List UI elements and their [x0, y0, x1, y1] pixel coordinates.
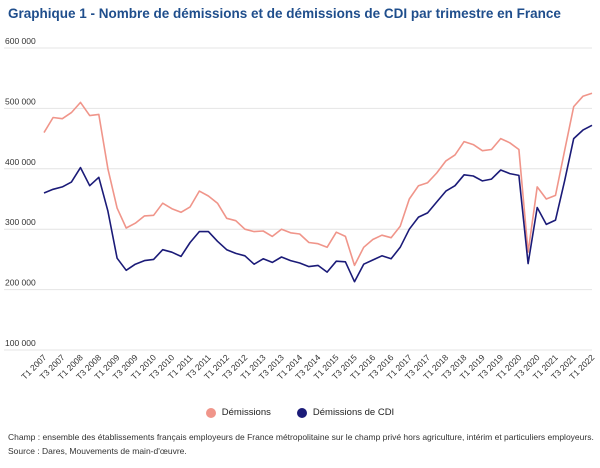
- legend-swatch-demissions-cdi: [296, 407, 307, 418]
- y-tick-label: 300 000: [5, 217, 36, 227]
- legend-label-demissions-cdi: Démissions de CDI: [312, 407, 395, 418]
- legend-label-demissions: Démissions: [221, 407, 271, 418]
- legend-swatch-demissions: [205, 407, 216, 418]
- note-source: Source : Dares, Mouvements de main-d'œuv…: [8, 446, 187, 456]
- y-tick-label: 100 000: [5, 338, 36, 348]
- note-champ: Champ : ensemble des établissements fran…: [8, 432, 594, 442]
- y-tick-label: 200 000: [5, 278, 36, 288]
- y-tick-label: 400 000: [5, 157, 36, 167]
- legend-item-demissions-cdi: Démissions de CDI: [296, 407, 395, 418]
- line-chart: 100 000 200 000 300 000 400 000 500 000 600 0…: [4, 36, 597, 381]
- legend-item-demissions: Démissions: [205, 407, 271, 418]
- y-tick-label: 500 000: [5, 96, 36, 106]
- chart-legend: Démissions Démissions de CDI: [0, 407, 600, 418]
- y-tick-label: 600 000: [5, 36, 36, 46]
- series-line-demissions-cdi: [43, 124, 593, 283]
- series-line-demissions: [43, 92, 593, 267]
- chart-title: Graphique 1 - Nombre de démissions et de…: [8, 6, 561, 21]
